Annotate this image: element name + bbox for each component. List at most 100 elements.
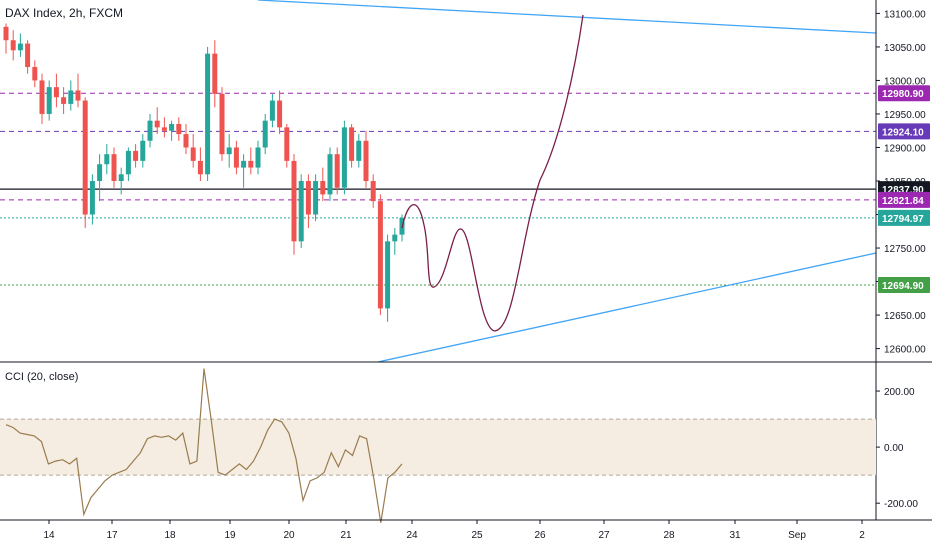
- time-tick-label: 20: [283, 530, 295, 541]
- price-tick-label: 12900.00: [884, 143, 926, 154]
- time-tick-label: 21: [340, 530, 352, 541]
- price-level-label: 12821.84: [882, 196, 924, 207]
- candle: [341, 120, 347, 195]
- candle-body: [341, 127, 347, 188]
- cci-line: [5, 368, 403, 523]
- price-level-label: 12980.90: [882, 89, 924, 100]
- price-axis[interactable]: 13100.00 13050.00 13000.00 12950.00 12900.00…: [875, 0, 930, 520]
- candle: [97, 154, 103, 202]
- candle: [370, 174, 376, 208]
- candle-body: [262, 120, 268, 148]
- forecast-path: [401, 14, 584, 332]
- candle-body: [161, 127, 167, 131]
- cci-tick-label: -200.00: [884, 499, 918, 510]
- candle-body: [349, 127, 355, 161]
- price-level-badge: [878, 276, 930, 293]
- candle: [241, 154, 247, 188]
- cci-series: [5, 368, 403, 523]
- candle-body: [334, 154, 340, 188]
- time-tick-label: 19: [224, 530, 236, 541]
- candle: [176, 117, 182, 141]
- candle: [205, 46, 211, 181]
- candle-body: [118, 174, 124, 181]
- candle-body: [291, 160, 297, 242]
- candle-body: [298, 181, 304, 242]
- cci-tick-label: 0.00: [884, 443, 904, 454]
- price-tick-label: 13000.00: [884, 76, 926, 87]
- candle: [284, 124, 290, 168]
- time-tick-label: 17: [106, 530, 118, 541]
- candle-body: [3, 26, 9, 41]
- candle: [183, 124, 189, 155]
- candle: [190, 134, 196, 168]
- candlestick-series: [3, 23, 405, 322]
- candle: [89, 174, 95, 225]
- candle: [61, 87, 67, 114]
- candle-body: [284, 127, 290, 161]
- candle-body: [17, 43, 23, 51]
- candle-body: [226, 147, 232, 155]
- price-pane[interactable]: [0, 0, 876, 362]
- candle: [356, 134, 362, 168]
- time-tick-label: 18: [164, 530, 176, 541]
- candle-body: [53, 87, 59, 98]
- candle-body: [377, 201, 383, 309]
- candle-body: [39, 80, 45, 114]
- price-level-label: 12924.10: [882, 127, 924, 138]
- candle-body: [154, 120, 160, 128]
- candle-body: [370, 181, 376, 202]
- candle-body: [269, 100, 275, 121]
- candle-body: [205, 53, 211, 175]
- cci-axis[interactable]: 200.00 0.00 -200.00: [876, 387, 918, 510]
- price-level-badge: [878, 123, 930, 140]
- price-level-badge: [878, 209, 930, 226]
- candle: [75, 73, 81, 108]
- time-tick-label: 24: [406, 530, 418, 541]
- time-tick-label: 14: [43, 530, 55, 541]
- candle: [197, 147, 203, 181]
- candle-body: [32, 67, 38, 81]
- upper-trendline: [257, 0, 877, 34]
- candle: [226, 134, 232, 168]
- candle-body: [385, 241, 391, 309]
- time-tick-label: 27: [598, 530, 610, 541]
- candle: [169, 120, 175, 141]
- candle-body: [89, 181, 95, 215]
- candle: [269, 93, 275, 128]
- candle: [39, 73, 45, 125]
- candle: [385, 234, 391, 322]
- price-level-badge: [878, 85, 930, 102]
- candle-body: [111, 154, 117, 181]
- candle: [219, 87, 225, 161]
- candle: [313, 174, 319, 222]
- candle-body: [10, 40, 16, 51]
- candle-body: [392, 234, 398, 242]
- price-level-label: 12794.97: [882, 214, 924, 225]
- candle-body: [327, 154, 333, 195]
- candle-body: [255, 147, 261, 168]
- candle: [111, 147, 117, 188]
- candle-body: [125, 150, 131, 175]
- candle: [392, 227, 398, 255]
- candle: [25, 40, 31, 74]
- candle: [3, 23, 9, 54]
- candle: [212, 40, 218, 108]
- candle-body: [197, 160, 203, 175]
- candle: [118, 167, 124, 195]
- time-axis[interactable]: 14 17 18 19 20 21 24 25 26 27 28 31 Sep 2: [0, 519, 932, 541]
- candle-body: [233, 147, 239, 168]
- time-tick-label: 28: [663, 530, 675, 541]
- candle: [154, 107, 160, 135]
- price-tick-label: 13050.00: [884, 43, 926, 54]
- chart-drawings: [0, 0, 932, 363]
- candle-body: [248, 160, 254, 168]
- cci-pane[interactable]: [0, 418, 876, 476]
- candle-body: [277, 100, 283, 128]
- price-tick-label: 12950.00: [884, 110, 926, 121]
- time-tick-label: 31: [729, 530, 741, 541]
- candle: [298, 174, 304, 249]
- candle: [248, 147, 254, 175]
- candle-body: [212, 53, 218, 94]
- candle-body: [25, 43, 31, 68]
